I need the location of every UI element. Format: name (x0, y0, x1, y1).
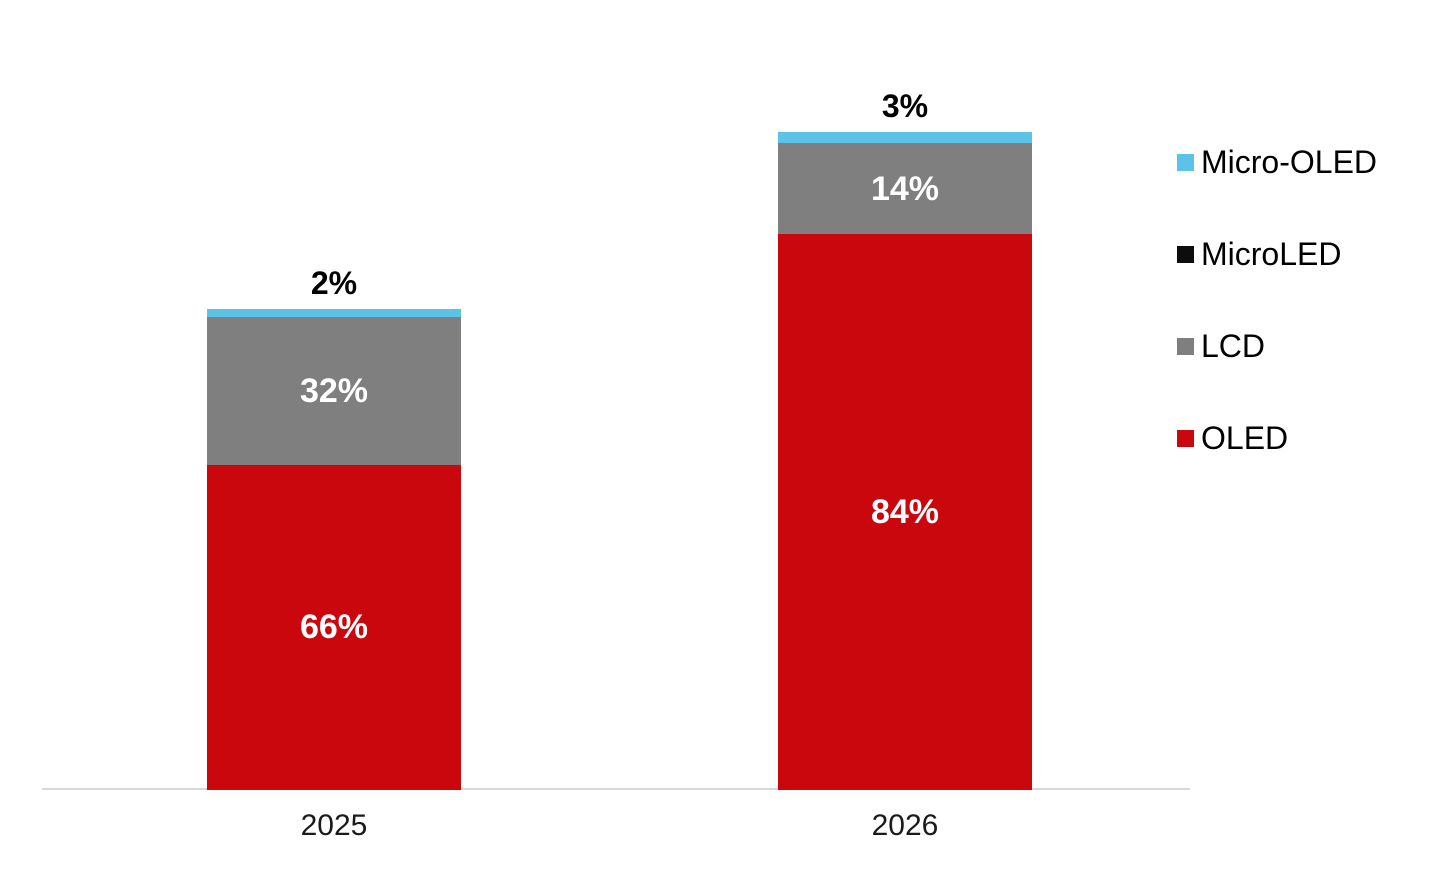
legend-item-lcd: LCD (1177, 326, 1377, 366)
bar-2026: 14% 84% (778, 132, 1032, 790)
legend-item-micro-oled: Micro-OLED (1177, 142, 1377, 182)
above-bar-label-2026: 3% (881, 88, 929, 124)
legend-swatch-icon (1177, 153, 1194, 171)
legend-item-microled: MicroLED (1177, 234, 1377, 274)
legend-label: Micro-OLED (1201, 144, 1378, 180)
legend-label: OLED (1201, 420, 1289, 456)
legend-swatch-icon (1177, 337, 1194, 355)
segment-oled-2025: 66% (207, 464, 461, 790)
legend-swatch-icon (1177, 429, 1194, 447)
category-label-2026: 2026 (871, 809, 939, 842)
x-axis-line (42, 788, 1190, 790)
bar-2025: 32% 66% (207, 309, 461, 790)
above-bar-label-2025: 2% (310, 265, 358, 301)
category-label-2025: 2025 (300, 809, 368, 842)
segment-lcd-2025: 32% (207, 316, 461, 465)
segment-value-label: 66% (299, 608, 369, 647)
segment-lcd-2026: 14% (778, 143, 1032, 234)
legend-label: MicroLED (1201, 236, 1342, 272)
segment-value-label: 32% (299, 371, 369, 410)
segment-micro-oled-2025 (207, 309, 461, 317)
legend: Micro-OLED MicroLED LCD OLED (1177, 142, 1377, 458)
legend-item-oled: OLED (1177, 418, 1377, 458)
segment-oled-2026: 84% (778, 233, 1032, 790)
legend-swatch-icon (1177, 245, 1194, 263)
legend-label: LCD (1201, 328, 1266, 364)
segment-value-label: 84% (870, 492, 940, 531)
segment-micro-oled-2026 (778, 132, 1032, 144)
segment-value-label: 14% (870, 169, 940, 208)
